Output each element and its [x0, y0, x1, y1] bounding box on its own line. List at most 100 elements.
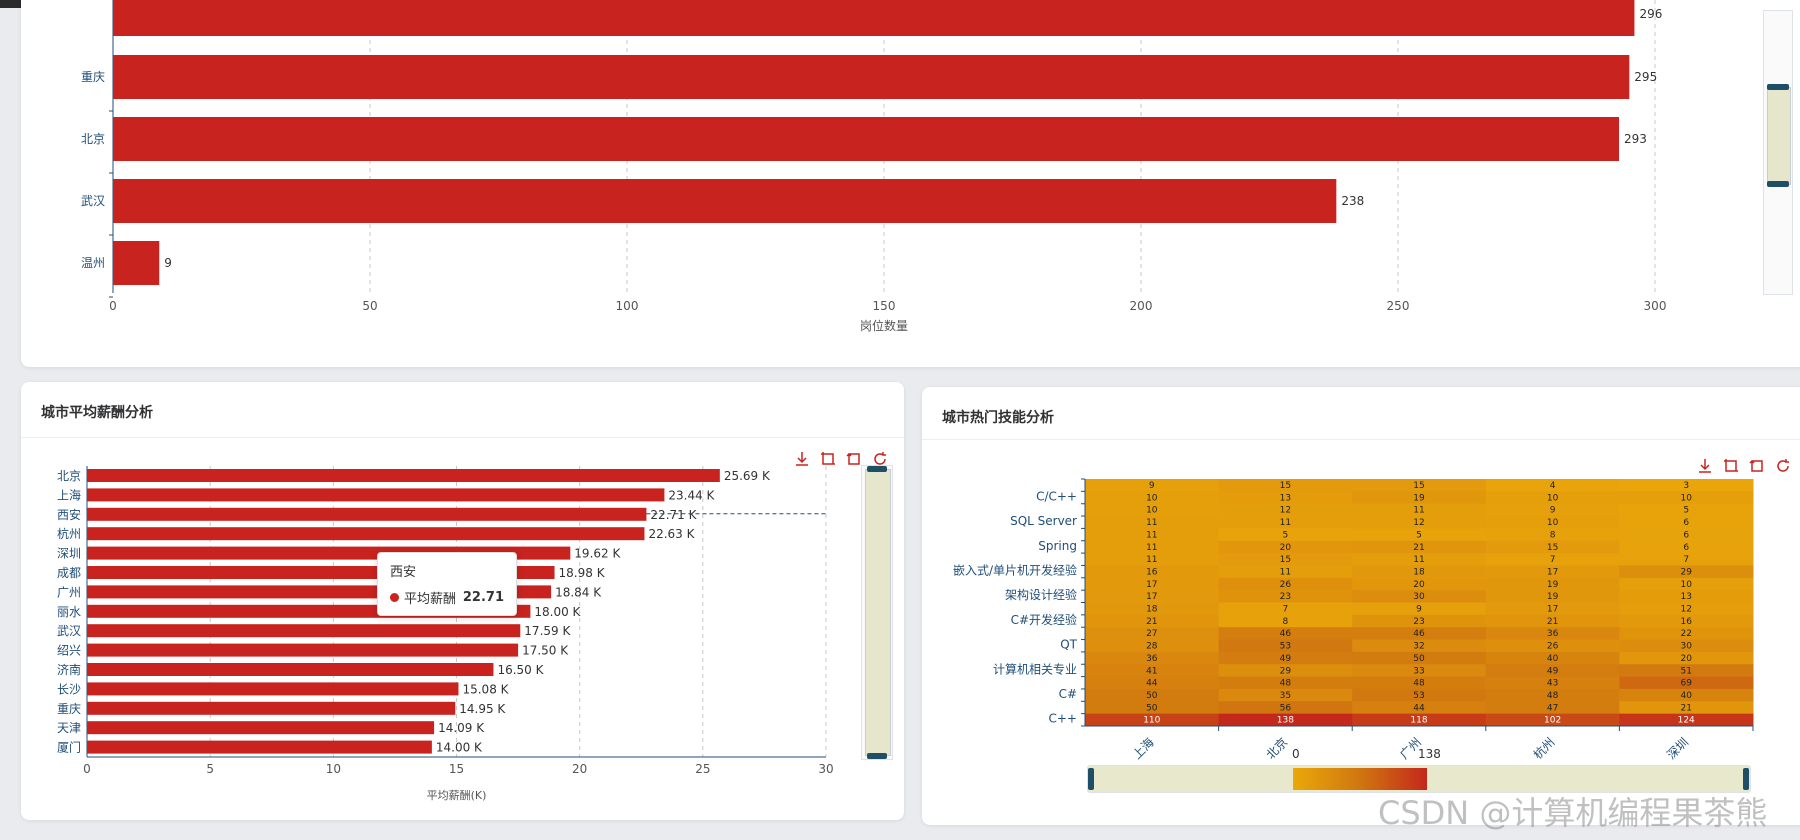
x-tick-label: 20: [572, 762, 587, 776]
heat-cell-label: 19: [1413, 493, 1425, 503]
heat-cell-label: 19: [1547, 592, 1559, 602]
heat-cell: [1085, 651, 1220, 665]
heat-cell-label: 138: [1277, 716, 1294, 726]
bar: [113, 55, 1630, 99]
x-tick-label: 上海: [1129, 734, 1157, 762]
heat-cell-label: 11: [1413, 506, 1424, 516]
job-count-zoom-slider[interactable]: [1763, 10, 1793, 295]
heat-cell: [1352, 528, 1487, 542]
job-count-panel: 0 50 100 150 200 250 300 岗位数量 296 295 重庆 293 北京 238 武汉…: [21, 0, 1800, 367]
slider-window[interactable]: [865, 469, 891, 756]
heat-cell: [1619, 553, 1754, 566]
heat-cell-label: 46: [1413, 629, 1425, 639]
heat-cell-label: 5: [1416, 530, 1422, 540]
heat-cell-label: 21: [1146, 617, 1157, 627]
heat-cell: [1619, 516, 1754, 529]
heat-cell-label: 12: [1680, 605, 1691, 615]
heat-cell-label: 9: [1416, 605, 1422, 615]
heat-cell: [1085, 639, 1220, 653]
heat-cell-label: 13: [1280, 493, 1291, 503]
heat-cell: [1085, 627, 1220, 641]
restore-icon[interactable]: [1774, 457, 1792, 475]
y-tick-label: 厦门: [57, 740, 81, 755]
bar-value-label: 25.69 K: [724, 469, 771, 483]
heat-cell-label: 17: [1146, 580, 1157, 590]
slider-handle-bottom[interactable]: [867, 753, 887, 759]
heat-visual-map[interactable]: [1087, 765, 1751, 793]
heat-cell: [1218, 713, 1353, 727]
visual-map-range[interactable]: [1293, 768, 1427, 790]
heat-cell: [1619, 676, 1754, 690]
slider-handle-top[interactable]: [867, 466, 887, 472]
bar: [87, 488, 665, 502]
heat-cell-label: 21: [1413, 543, 1424, 553]
x-tick-label: 100: [616, 299, 639, 313]
visual-map-handle-left[interactable]: [1088, 768, 1094, 790]
heat-cell: [1352, 639, 1487, 653]
heat-cell-label: 4: [1550, 481, 1556, 491]
heat-cell-label: 10: [1146, 506, 1158, 516]
zoom-back-icon[interactable]: [1748, 457, 1766, 475]
download-icon[interactable]: [793, 450, 811, 468]
salary-zoom-slider[interactable]: [861, 465, 893, 760]
salary-divider: [21, 437, 904, 438]
download-icon[interactable]: [1696, 457, 1714, 475]
heat-cell: [1485, 713, 1620, 727]
bar-value-label: 18.00 K: [534, 605, 581, 619]
heat-cell: [1218, 553, 1353, 566]
heat-cell: [1085, 701, 1220, 715]
heat-cell: [1619, 664, 1754, 678]
y-tick-label: 重庆: [57, 702, 81, 716]
x-tick-label: 深圳: [1664, 735, 1691, 762]
heat-cell-label: 32: [1413, 642, 1424, 652]
slider-handle-bottom[interactable]: [1767, 181, 1789, 187]
heat-cell-label: 21: [1680, 703, 1691, 713]
heat-cell: [1218, 590, 1353, 603]
heat-cell-label: 21: [1547, 617, 1558, 627]
heat-cell: [1619, 479, 1754, 492]
bar: [87, 469, 720, 482]
heat-cell: [1085, 503, 1220, 517]
slider-window[interactable]: [1767, 87, 1791, 185]
heat-cell-label: 9: [1149, 481, 1155, 491]
bar: [87, 527, 645, 541]
salary-panel: 城市平均薪酬分析 0 5 10 15 20 25 30 平均薪酬(K) 25.69 K 北京 23.…: [21, 382, 904, 820]
tooltip-series-dot: [390, 593, 399, 602]
heat-cell: [1218, 491, 1353, 505]
heat-cell-label: 36: [1146, 654, 1158, 664]
heat-cell: [1085, 479, 1220, 492]
restore-icon[interactable]: [871, 450, 889, 468]
heat-cell: [1352, 627, 1487, 641]
heat-cell: [1085, 491, 1220, 505]
x-tick-label: 北京: [1263, 735, 1290, 762]
heat-cell: [1085, 676, 1220, 690]
heat-cell: [1085, 516, 1220, 529]
heat-scale-min-label: 0: [1292, 747, 1300, 761]
heat-cell: [1352, 540, 1487, 554]
x-axis-label: 岗位数量: [860, 318, 908, 333]
heat-cell: [1218, 540, 1353, 554]
salary-tooltip: 西安 平均薪酬 22.71: [377, 552, 517, 616]
heat-cell: [1352, 701, 1487, 715]
zoom-icon[interactable]: [1722, 457, 1740, 475]
heat-cell-label: 16: [1146, 567, 1158, 577]
heat-cell-label: 118: [1410, 716, 1427, 726]
heat-cell: [1352, 503, 1487, 517]
y-tick-label: 架构设计经验: [1005, 587, 1077, 602]
heat-cell-label: 11: [1280, 518, 1291, 528]
heat-cell: [1352, 577, 1487, 591]
heat-cell-label: 49: [1280, 654, 1292, 664]
heat-cell-label: 56: [1280, 703, 1292, 713]
heat-cell-label: 17: [1146, 592, 1157, 602]
heat-cell: [1619, 688, 1754, 702]
zoom-icon[interactable]: [819, 450, 837, 468]
heat-cell: [1485, 516, 1620, 529]
slider-handle-top[interactable]: [1767, 84, 1789, 90]
y-tick-label: C#开发经验: [1011, 612, 1077, 627]
visual-map-handle-right[interactable]: [1743, 768, 1749, 790]
heat-cell: [1485, 553, 1620, 566]
bar: [87, 663, 494, 676]
y-tick-label: Spring: [1038, 539, 1077, 553]
salary-panel-title: 城市平均薪酬分析: [41, 405, 153, 421]
zoom-back-icon[interactable]: [845, 450, 863, 468]
